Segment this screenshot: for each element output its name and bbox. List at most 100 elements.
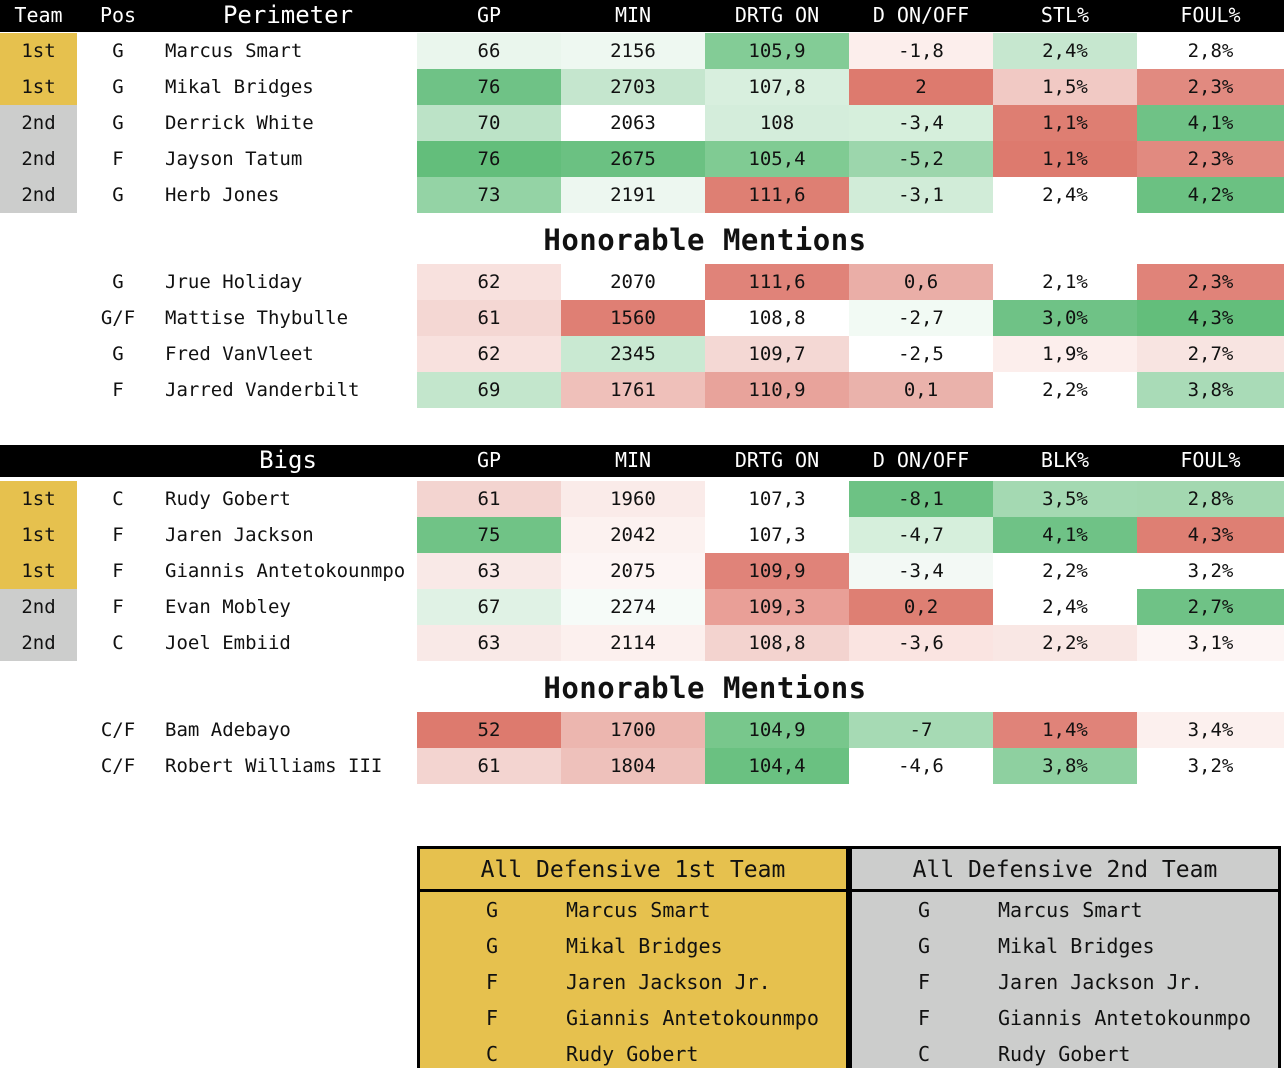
stat-gp-cell: 52 bbox=[417, 712, 561, 748]
player-name: Giannis Antetokounmpo bbox=[165, 560, 406, 582]
table-row: 2nd F Evan Mobley 67 2274 109,3 0,2 2,4% 2,7% bbox=[0, 589, 1284, 625]
stat-gp-cell: 66 bbox=[417, 33, 561, 69]
stat-don-cell: -3,6 bbox=[849, 625, 993, 661]
list-item: G Marcus Smart bbox=[852, 892, 1278, 928]
table-row: 2nd F Jayson Tatum 76 2675 105,4 -5,2 1,1% 2,3% bbox=[0, 141, 1284, 177]
stat-stat-cell: 1,5% bbox=[993, 69, 1137, 105]
stat-drtg-cell: 107,3 bbox=[705, 517, 849, 553]
team-badge bbox=[0, 300, 77, 336]
perimeter-header-pos: Pos bbox=[99, 3, 137, 27]
stat-min-cell: 1700 bbox=[561, 712, 705, 748]
stat-gp-cell: 76 bbox=[417, 69, 561, 105]
stat-min-cell: 1804 bbox=[561, 748, 705, 784]
position-cell: G bbox=[112, 40, 124, 62]
position-cell: C bbox=[112, 632, 124, 654]
stat-foul-cell: 2,3% bbox=[1137, 264, 1284, 300]
stat-gp-cell: 63 bbox=[417, 625, 561, 661]
bigs-header-don: D ON/OFF bbox=[872, 448, 970, 472]
table-row: 2nd G Herb Jones 73 2191 111,6 -3,1 2,4% 4,2% bbox=[0, 177, 1284, 213]
stat-drtg-cell: 109,9 bbox=[705, 553, 849, 589]
player-name: Giannis Antetokounmpo bbox=[566, 1006, 819, 1030]
position-cell: F bbox=[917, 1006, 931, 1030]
stat-gp-cell: 75 bbox=[417, 517, 561, 553]
stat-min-cell: 2075 bbox=[561, 553, 705, 589]
stat-stat-cell: 2,4% bbox=[993, 177, 1137, 213]
stat-min-cell: 2042 bbox=[561, 517, 705, 553]
stat-min-cell: 2345 bbox=[561, 336, 705, 372]
table-row: F Jarred Vanderbilt 69 1761 110,9 0,1 2,2% 3,8% bbox=[0, 372, 1284, 408]
bigs-header-pos bbox=[77, 445, 159, 477]
player-name: Rudy Gobert bbox=[998, 1042, 1131, 1066]
stat-don-cell: -3,1 bbox=[849, 177, 993, 213]
stat-min-cell: 2063 bbox=[561, 105, 705, 141]
position-cell: G bbox=[485, 934, 499, 958]
team-badge bbox=[0, 336, 77, 372]
stat-min-cell: 2191 bbox=[561, 177, 705, 213]
stat-drtg-cell: 107,3 bbox=[705, 481, 849, 517]
position-cell: F bbox=[485, 970, 499, 994]
stat-gp-cell: 61 bbox=[417, 300, 561, 336]
player-name: Jarred Vanderbilt bbox=[165, 379, 360, 401]
position-cell: F bbox=[112, 596, 124, 618]
player-name: Jrue Holiday bbox=[165, 271, 303, 293]
stat-stat-cell: 3,5% bbox=[993, 481, 1137, 517]
stat-stat-cell: 2,2% bbox=[993, 553, 1137, 589]
bigs-header-row: Bigs GP MIN DRTG ON D ON/OFF BLK% FOUL% bbox=[0, 445, 1284, 477]
position-cell: F bbox=[112, 524, 124, 546]
stat-stat-cell: 1,1% bbox=[993, 141, 1137, 177]
perimeter-header-don: D ON/OFF bbox=[872, 3, 970, 27]
list-item: F Giannis Antetokounmpo bbox=[420, 1000, 846, 1036]
stat-stat-cell: 3,0% bbox=[993, 300, 1137, 336]
bigs-header-min: MIN bbox=[614, 448, 652, 472]
position-cell: G bbox=[112, 184, 124, 206]
table-row: C/F Robert Williams III 61 1804 104,4 -4,6 3,8… bbox=[0, 748, 1284, 784]
perimeter-header-min: MIN bbox=[614, 3, 652, 27]
stat-gp-cell: 61 bbox=[417, 748, 561, 784]
team-badge bbox=[0, 712, 77, 748]
bigs-header-team bbox=[0, 445, 77, 477]
position-cell: C bbox=[917, 1042, 931, 1066]
stat-gp-cell: 73 bbox=[417, 177, 561, 213]
perimeter-honorable-mentions-title: Honorable Mentions bbox=[543, 223, 867, 257]
player-name: Jayson Tatum bbox=[165, 148, 303, 170]
team-badge: 1st bbox=[0, 517, 77, 553]
stat-don-cell: -7 bbox=[849, 712, 993, 748]
team-badge: 2nd bbox=[0, 589, 77, 625]
stat-gp-cell: 76 bbox=[417, 141, 561, 177]
player-name: Mikal Bridges bbox=[165, 76, 314, 98]
stat-don-cell: -3,4 bbox=[849, 553, 993, 589]
stat-don-cell: 0,1 bbox=[849, 372, 993, 408]
position-cell: C/F bbox=[100, 755, 136, 777]
player-name: Marcus Smart bbox=[998, 898, 1143, 922]
stat-foul-cell: 2,3% bbox=[1137, 69, 1284, 105]
stat-drtg-cell: 105,4 bbox=[705, 141, 849, 177]
stat-don-cell: 0,2 bbox=[849, 589, 993, 625]
bigs-header-drtg: DRTG ON bbox=[734, 448, 820, 472]
stat-drtg-cell: 111,6 bbox=[705, 177, 849, 213]
player-name: Jaren Jackson bbox=[165, 524, 314, 546]
table-row: 1st C Rudy Gobert 61 1960 107,3 -8,1 3,5% 2,8% bbox=[0, 481, 1284, 517]
table-row: 1st G Marcus Smart 66 2156 105,9 -1,8 2,4% 2,8% bbox=[0, 33, 1284, 69]
stat-drtg-cell: 104,9 bbox=[705, 712, 849, 748]
team-badge bbox=[0, 372, 77, 408]
list-item: G Mikal Bridges bbox=[420, 928, 846, 964]
stat-stat-cell: 2,4% bbox=[993, 589, 1137, 625]
stat-gp-cell: 67 bbox=[417, 589, 561, 625]
team-badge: 2nd bbox=[0, 105, 77, 141]
list-item: G Marcus Smart bbox=[420, 892, 846, 928]
position-cell: F bbox=[917, 970, 931, 994]
player-name: Mattise Thybulle bbox=[165, 307, 349, 329]
stat-don-cell: -3,4 bbox=[849, 105, 993, 141]
table-row: 1st G Mikal Bridges 76 2703 107,8 2 1,5% 2,3% bbox=[0, 69, 1284, 105]
player-name: Joel Embiid bbox=[165, 632, 291, 654]
first-team-title: All Defensive 1st Team bbox=[420, 849, 846, 892]
team-badge: 2nd bbox=[0, 141, 77, 177]
perimeter-header-stat: STL% bbox=[1040, 3, 1090, 27]
list-item: C Rudy Gobert bbox=[852, 1036, 1278, 1072]
team-badge: 2nd bbox=[0, 625, 77, 661]
table-row: 2nd G Derrick White 70 2063 108 -3,4 1,1% 4,1% bbox=[0, 105, 1284, 141]
stat-stat-cell: 1,9% bbox=[993, 336, 1137, 372]
stat-stat-cell: 2,1% bbox=[993, 264, 1137, 300]
stat-gp-cell: 63 bbox=[417, 553, 561, 589]
second-team-box: All Defensive 2nd Team G Marcus Smart G Mika… bbox=[849, 846, 1281, 1068]
